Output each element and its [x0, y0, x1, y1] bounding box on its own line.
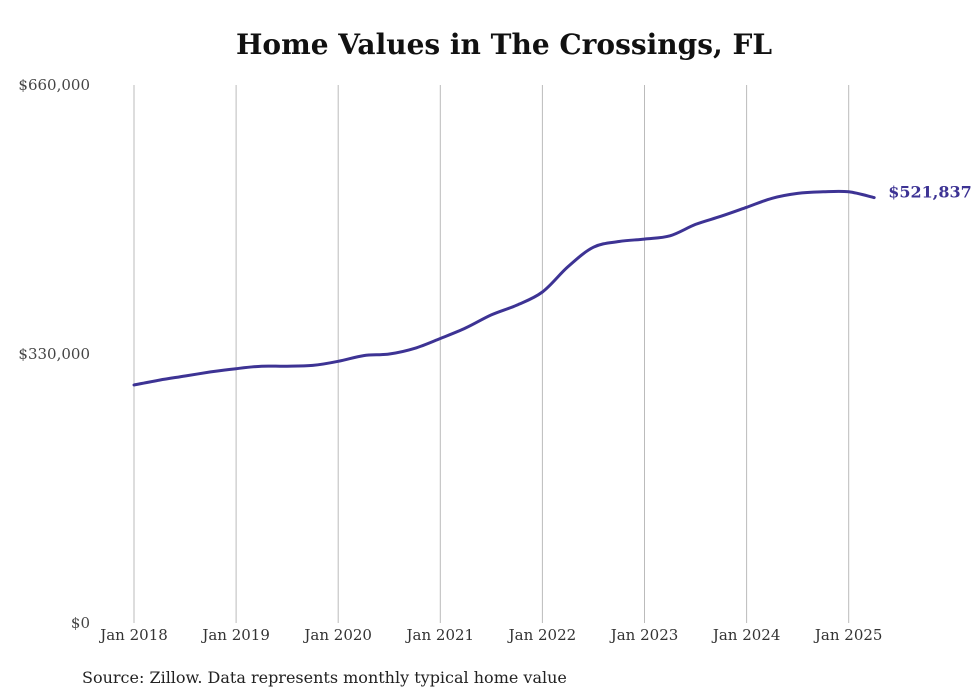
x-tick-label: Jan 2018 — [98, 626, 168, 644]
y-tick-label: $660,000 — [18, 76, 90, 94]
x-tick-label: Jan 2019 — [200, 626, 270, 644]
y-tick-label: $330,000 — [18, 345, 90, 363]
x-tick-label: Jan 2025 — [813, 626, 883, 644]
x-tick-label: Jan 2024 — [711, 626, 781, 644]
x-tick-label: Jan 2021 — [405, 626, 475, 644]
series-line — [132, 189, 876, 387]
y-tick-label: $0 — [71, 614, 90, 632]
source-note: Source: Zillow. Data represents monthly … — [82, 668, 567, 687]
x-tick-label: Jan 2023 — [609, 626, 679, 644]
end-value-label: $521,837 — [888, 183, 972, 202]
x-tick-label: Jan 2022 — [507, 626, 577, 644]
x-tick-label: Jan 2020 — [302, 626, 372, 644]
chart-title: Home Values in The Crossings, FL — [235, 28, 773, 61]
